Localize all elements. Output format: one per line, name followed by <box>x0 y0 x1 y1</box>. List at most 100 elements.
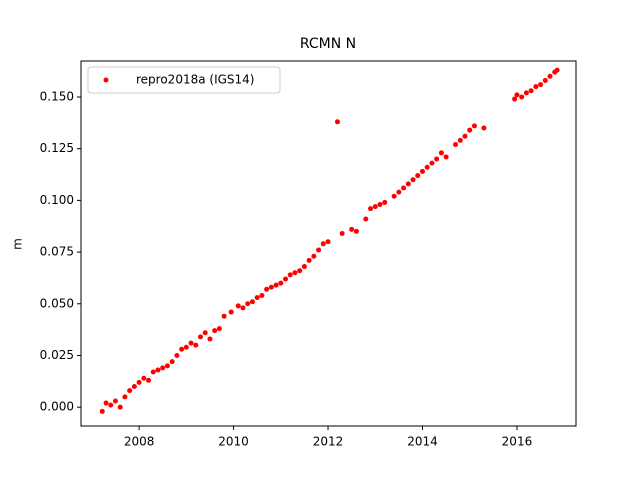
y-tick-label: 0.075 <box>40 245 74 259</box>
point <box>396 189 402 195</box>
point <box>202 330 208 336</box>
point <box>108 402 114 408</box>
point <box>363 216 369 222</box>
point <box>438 150 444 156</box>
point <box>306 257 312 263</box>
point <box>316 247 322 253</box>
point <box>283 276 289 282</box>
point <box>467 127 473 133</box>
point <box>117 404 123 410</box>
x-tick-label: 2016 <box>502 435 533 449</box>
y-axis-label: m <box>11 238 25 250</box>
point <box>254 295 260 301</box>
point <box>183 344 189 350</box>
point <box>278 280 284 286</box>
point <box>419 168 425 174</box>
x-tick-label: 2010 <box>218 435 249 449</box>
point <box>150 369 156 375</box>
point <box>235 303 241 309</box>
point <box>415 173 421 179</box>
point <box>349 226 355 232</box>
point <box>311 253 317 259</box>
plot-frame <box>80 60 577 427</box>
point <box>141 375 147 381</box>
point <box>212 328 218 334</box>
y-tick-label: 0.025 <box>40 348 74 362</box>
point <box>207 336 213 342</box>
point <box>538 82 544 88</box>
point <box>391 193 397 199</box>
point <box>169 359 175 365</box>
y-tick-label: 0.050 <box>40 296 74 310</box>
point <box>259 293 265 299</box>
point <box>547 73 553 79</box>
point <box>424 164 430 170</box>
point <box>221 313 227 319</box>
point <box>334 119 340 125</box>
point <box>273 282 279 288</box>
point <box>512 96 518 102</box>
point <box>197 334 203 340</box>
point <box>382 199 388 205</box>
chart-title: RCMN N <box>300 36 356 52</box>
point <box>287 272 293 278</box>
point <box>429 160 435 166</box>
point <box>339 230 345 236</box>
point <box>155 367 161 373</box>
point <box>174 352 180 358</box>
point <box>401 185 407 191</box>
point <box>240 305 246 311</box>
point <box>434 156 440 162</box>
point <box>249 299 255 305</box>
point <box>410 177 416 183</box>
point <box>325 239 331 245</box>
point <box>136 379 142 385</box>
point <box>297 268 303 274</box>
point <box>179 346 185 352</box>
legend-label: repro2018a (IGS14) <box>136 73 254 87</box>
point <box>264 286 270 292</box>
point <box>457 137 463 143</box>
point <box>127 388 133 394</box>
x-tick-label: 2014 <box>407 435 438 449</box>
point <box>112 398 118 404</box>
legend-marker <box>103 77 109 83</box>
point <box>131 384 137 390</box>
point <box>160 365 166 371</box>
point <box>405 181 411 187</box>
y-tick-label: 0.100 <box>40 193 74 207</box>
y-tick-label: 0.125 <box>40 141 74 155</box>
point <box>245 301 251 307</box>
point <box>443 154 449 160</box>
point <box>292 270 298 276</box>
point <box>481 125 487 131</box>
point <box>193 342 199 348</box>
point <box>528 88 534 94</box>
point <box>533 84 539 90</box>
x-tick-label: 2012 <box>313 435 344 449</box>
point <box>542 77 548 83</box>
point <box>514 92 520 98</box>
point <box>122 394 128 400</box>
y-tick-label: 0.150 <box>40 89 74 103</box>
point <box>188 340 194 346</box>
legend-box <box>87 66 281 94</box>
point <box>103 400 109 406</box>
point <box>554 67 560 73</box>
point <box>523 90 529 96</box>
point <box>268 284 274 290</box>
point <box>320 241 326 247</box>
point <box>228 309 234 315</box>
point <box>471 123 477 129</box>
point <box>146 377 152 383</box>
point <box>353 228 359 234</box>
point <box>216 326 222 332</box>
point <box>164 363 170 369</box>
point <box>377 202 383 208</box>
y-tick-label: 0.000 <box>40 400 74 414</box>
point <box>462 133 468 139</box>
point <box>372 204 378 210</box>
point <box>301 264 307 270</box>
point <box>368 206 374 212</box>
